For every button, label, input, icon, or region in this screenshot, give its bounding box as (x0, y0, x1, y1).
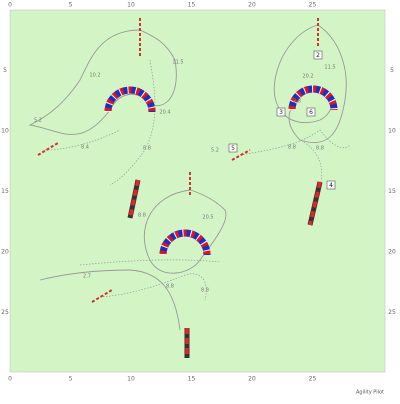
marker-number: 5 (231, 145, 235, 152)
footer: Agility Pilot (356, 390, 384, 396)
top-tick-label: 25 (309, 2, 317, 9)
distance-label: 2.7 (83, 274, 91, 280)
left-tick-label: 15 (1, 188, 9, 195)
top-tick-label: 0 (8, 2, 12, 9)
top-tick-label: 5 (69, 2, 73, 9)
distance-label: 8.8 (143, 146, 151, 152)
distance-label: 20.5 (202, 215, 213, 221)
top-tick-label: 20 (248, 2, 256, 9)
tunnel (159, 229, 211, 256)
right-tick-label: 25 (388, 309, 396, 316)
obstacles (37, 18, 323, 358)
distance-label: 8.8 (166, 284, 174, 290)
marker-box (228, 143, 238, 153)
route (28, 29, 177, 135)
right-tick-label: 20 (388, 249, 396, 256)
distance-label: 8.4 (81, 145, 89, 151)
route (143, 189, 227, 274)
bottom-tick-label: 20 (248, 376, 256, 383)
right-tick-label: 10 (388, 128, 396, 135)
distance-label: 11.5 (172, 60, 183, 66)
distance-label: 8.8 (138, 213, 146, 219)
route (99, 273, 207, 301)
right-tick-label: 5 (390, 67, 394, 74)
distance-label: 20.4 (159, 110, 170, 116)
marker-box (326, 180, 336, 190)
marker-box (313, 50, 323, 60)
tunnel (104, 86, 156, 113)
tunnel (288, 85, 338, 111)
bottom-tick-label: 0 (8, 376, 12, 383)
bottom-tick-label: 10 (127, 376, 135, 383)
marker-number: 4 (329, 182, 333, 189)
marker-number: 6 (309, 109, 313, 116)
distance-label: 8.8 (201, 288, 209, 294)
route (239, 129, 351, 156)
bottom-tick-label: 15 (188, 376, 196, 383)
distance-label: 11.5 (324, 65, 335, 71)
left-tick-label: 10 (1, 128, 9, 135)
distance-label: 5.2 (34, 118, 42, 124)
left-tick-label: 20 (1, 249, 9, 256)
top-tick-label: 15 (188, 2, 196, 9)
tunnels (104, 85, 338, 256)
route (299, 139, 323, 186)
jump (231, 149, 251, 161)
route (39, 269, 181, 331)
distance-label: 10.2 (89, 73, 100, 79)
route (79, 259, 221, 266)
distance-label: 8.8 (293, 99, 301, 105)
route (44, 129, 121, 151)
marker-number: 2 (316, 52, 320, 59)
marker-box (276, 107, 286, 117)
left-tick-label: 25 (1, 309, 9, 316)
left-tick-label: 5 (3, 67, 7, 74)
marker-box (306, 107, 316, 117)
jump (37, 142, 59, 156)
distance-label: 5.2 (211, 148, 219, 154)
bottom-tick-label: 25 (309, 376, 317, 383)
dogwalk (128, 179, 140, 219)
right-tick-label: 15 (388, 188, 396, 195)
route (109, 59, 156, 186)
jump (91, 289, 113, 303)
bottom-tick-label: 5 (69, 376, 73, 383)
dogwalk (308, 181, 322, 226)
distance-label: 20.2 (302, 74, 313, 80)
top-tick-label: 10 (127, 2, 135, 9)
field (9, 9, 386, 373)
distance-label: 8.8 (288, 145, 296, 151)
marker-number: 3 (279, 109, 283, 116)
distance-label: 8.8 (316, 146, 324, 152)
